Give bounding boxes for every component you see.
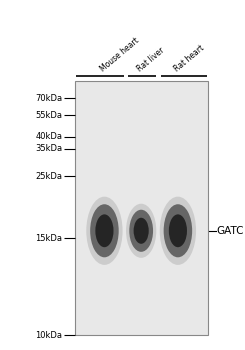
Text: Rat heart: Rat heart — [172, 44, 206, 74]
Text: GATC: GATC — [217, 226, 244, 236]
Ellipse shape — [90, 204, 119, 257]
Text: 15kDa: 15kDa — [35, 234, 62, 243]
Text: 55kDa: 55kDa — [35, 111, 62, 120]
Text: 40kDa: 40kDa — [35, 132, 62, 141]
Ellipse shape — [129, 210, 153, 252]
Text: 35kDa: 35kDa — [35, 144, 62, 153]
Text: Mouse heart: Mouse heart — [99, 36, 141, 74]
Ellipse shape — [164, 204, 192, 257]
FancyBboxPatch shape — [75, 81, 208, 335]
Ellipse shape — [160, 197, 196, 265]
Ellipse shape — [169, 214, 187, 247]
Ellipse shape — [126, 204, 156, 258]
Text: 25kDa: 25kDa — [35, 172, 62, 181]
Ellipse shape — [86, 197, 122, 265]
Ellipse shape — [95, 214, 113, 247]
Text: 70kDa: 70kDa — [35, 94, 62, 103]
Text: Rat liver: Rat liver — [135, 46, 166, 74]
Text: 10kDa: 10kDa — [35, 331, 62, 340]
Ellipse shape — [134, 218, 149, 244]
